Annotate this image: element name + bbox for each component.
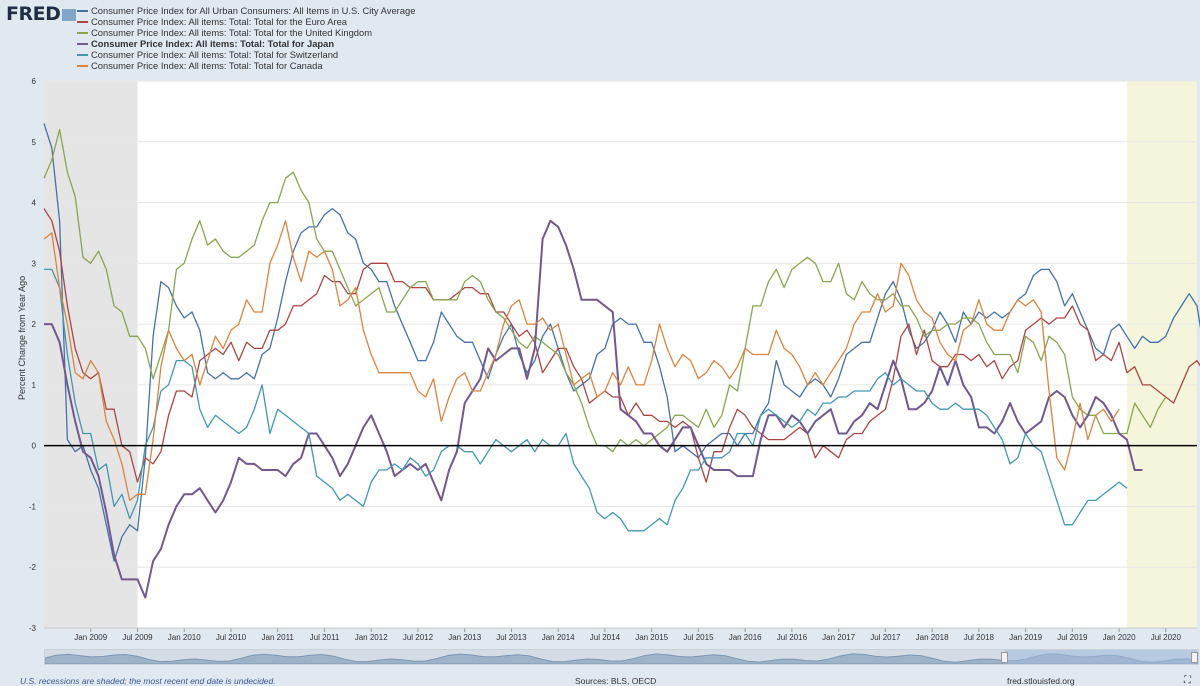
x-tick-label: Jul 2018 bbox=[964, 633, 995, 642]
fullscreen-icon[interactable]: ⛶ bbox=[1184, 675, 1191, 686]
range-navigator[interactable] bbox=[44, 649, 1199, 665]
fred-logo[interactable]: FRED bbox=[6, 3, 77, 25]
x-tick-label: Jul 2014 bbox=[590, 633, 621, 642]
y-tick-label: 3 bbox=[32, 259, 37, 268]
legend-swatch bbox=[77, 64, 88, 67]
x-tick-label: Jan 2019 bbox=[1009, 633, 1042, 642]
y-axis-label: Percent Change from Year Ago bbox=[17, 275, 27, 400]
legend-swatch bbox=[77, 9, 88, 12]
recession-note: U.S. recessions are shaded; the most rec… bbox=[20, 676, 276, 686]
series-line bbox=[43, 208, 1200, 483]
y-tick-label: 5 bbox=[32, 138, 37, 147]
series-line bbox=[44, 268, 1128, 532]
series-line bbox=[43, 123, 1200, 562]
x-tick-label: Jan 2014 bbox=[542, 633, 575, 642]
sources-text: Sources: BLS, OECD bbox=[575, 676, 657, 686]
x-tick-label: Jan 2011 bbox=[262, 633, 295, 642]
y-tick-label: 0 bbox=[32, 442, 37, 451]
y-tick-label: 1 bbox=[32, 381, 37, 390]
legend-swatch bbox=[77, 20, 88, 23]
legend-item[interactable]: Consumer Price Index for All Urban Consu… bbox=[77, 5, 415, 16]
legend-item[interactable]: Consumer Price Index: All items: Total: … bbox=[77, 38, 415, 49]
x-tick-label: Jul 2012 bbox=[403, 633, 434, 642]
recession-shade bbox=[1126, 81, 1197, 628]
x-tick-label: Jan 2010 bbox=[168, 633, 201, 642]
legend-item[interactable]: Consumer Price Index: All items: Total: … bbox=[77, 27, 415, 38]
legend-item[interactable]: Consumer Price Index: All items: Total: … bbox=[77, 16, 415, 27]
x-tick-label: Jul 2013 bbox=[496, 633, 527, 642]
x-tick-label: Jul 2019 bbox=[1057, 633, 1088, 642]
y-tick-label: 2 bbox=[32, 320, 37, 329]
legend-label: Consumer Price Index for All Urban Consu… bbox=[91, 5, 416, 16]
legend-swatch bbox=[77, 31, 88, 34]
x-tick-label: Jan 2015 bbox=[635, 633, 668, 642]
navigator-right-handle[interactable] bbox=[1191, 652, 1198, 663]
y-tick-label: 4 bbox=[32, 199, 37, 208]
series-line bbox=[43, 220, 1120, 502]
x-tick-label: Jan 2017 bbox=[822, 633, 855, 642]
x-tick-label: Jul 2017 bbox=[870, 633, 901, 642]
logo-text: FRED bbox=[6, 3, 61, 25]
legend: Consumer Price Index for All Urban Consu… bbox=[77, 5, 415, 71]
y-tick-label: -2 bbox=[29, 563, 37, 572]
legend-label: Consumer Price Index: All items: Total: … bbox=[91, 60, 323, 71]
x-tick-label: Jul 2016 bbox=[777, 633, 808, 642]
x-tick-label: Jan 2016 bbox=[729, 633, 762, 642]
y-tick-label: -1 bbox=[29, 502, 37, 511]
recession-shade bbox=[44, 81, 138, 628]
x-tick-label: Jul 2010 bbox=[216, 633, 247, 642]
legend-label: Consumer Price Index: All items: Total: … bbox=[91, 27, 373, 38]
x-tick-label: Jul 2011 bbox=[310, 633, 340, 642]
legend-item[interactable]: Consumer Price Index: All items: Total: … bbox=[77, 60, 415, 71]
x-tick-label: Jan 2020 bbox=[1103, 633, 1136, 642]
y-tick-label: -3 bbox=[29, 624, 37, 633]
x-tick-label: Jul 2015 bbox=[683, 633, 714, 642]
legend-swatch bbox=[77, 53, 88, 56]
x-tick-label: Jan 2018 bbox=[916, 633, 949, 642]
x-tick-label: Jul 2009 bbox=[122, 633, 153, 642]
x-tick-label: Jan 2013 bbox=[448, 633, 481, 642]
navigator-left-handle[interactable] bbox=[1001, 652, 1008, 663]
chart-header: FRED Consumer Price Index for All Urban … bbox=[0, 0, 1200, 80]
line-chart-icon bbox=[62, 8, 77, 21]
x-tick-label: Jan 2009 bbox=[74, 633, 107, 642]
legend-swatch bbox=[77, 42, 88, 45]
plot-background bbox=[44, 81, 1197, 628]
navigator-selection[interactable] bbox=[1005, 650, 1197, 664]
legend-item[interactable]: Consumer Price Index: All items: Total: … bbox=[77, 49, 415, 60]
y-tick-label: 6 bbox=[32, 77, 37, 86]
x-tick-label: Jul 2020 bbox=[1151, 633, 1182, 642]
series-line bbox=[44, 219, 1143, 599]
legend-label: Consumer Price Index: All items: Total: … bbox=[91, 49, 339, 60]
legend-label: Consumer Price Index: All items: Total: … bbox=[91, 16, 348, 27]
legend-label: Consumer Price Index: All items: Total: … bbox=[91, 38, 335, 49]
x-tick-label: Jan 2012 bbox=[355, 633, 388, 642]
site-link[interactable]: fred.stlouisfed.org bbox=[1007, 676, 1075, 686]
